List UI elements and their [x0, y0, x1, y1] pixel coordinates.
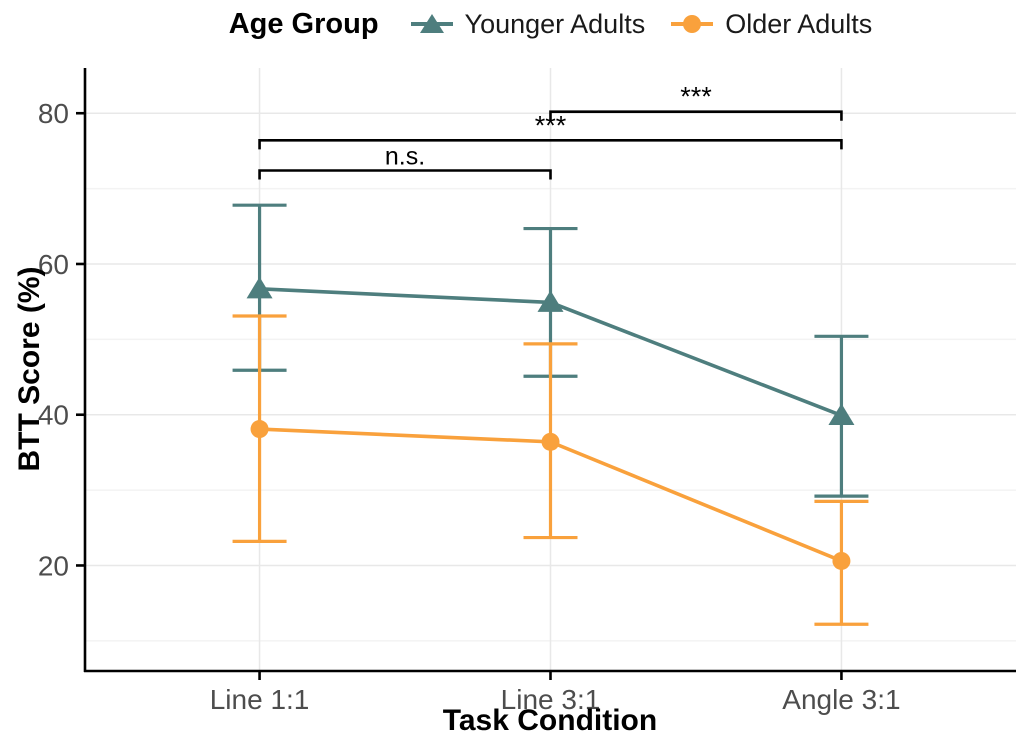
legend-circle-older — [683, 15, 702, 33]
y-tick-label: 20 — [38, 550, 69, 581]
legend-item-younger-adults: Younger Adults — [410, 8, 646, 40]
x-axis-title: Task Condition — [442, 704, 658, 737]
data-point-triangle — [537, 290, 564, 312]
x-tick-label: Line 3:1 — [501, 684, 601, 715]
x-tick-label: Line 1:1 — [210, 684, 310, 715]
legend-triangle-younger — [419, 14, 444, 33]
data-point-circle — [250, 420, 269, 439]
data-point-circle — [541, 432, 560, 451]
triangle-marker-icon — [410, 10, 453, 38]
significance-bracket — [549, 110, 843, 121]
data-point-circle — [832, 551, 851, 570]
significance-label: *** — [680, 82, 712, 112]
legend-item-older-adults: Older Adults — [671, 9, 872, 40]
significance-bracket — [258, 139, 843, 150]
y-tick-label: 60 — [38, 249, 69, 280]
x-tick-label: Angle 3:1 — [782, 684, 900, 715]
circle-marker-icon — [671, 10, 714, 38]
significance-bracket — [258, 169, 552, 180]
legend-label-younger: Younger Adults — [464, 8, 646, 39]
legend: Age Group Younger Adults Older Adults — [85, 2, 1016, 46]
y-axis-title: BTT Score (%) — [13, 266, 46, 472]
legend-label-older: Older Adults — [725, 8, 873, 39]
y-tick-label: 80 — [38, 98, 69, 129]
data-point-triangle — [828, 403, 855, 425]
legend-title: Age Group — [228, 7, 379, 40]
y-tick-label: 40 — [38, 400, 69, 431]
significance-label: n.s. — [385, 143, 425, 171]
data-point-triangle — [246, 276, 273, 299]
